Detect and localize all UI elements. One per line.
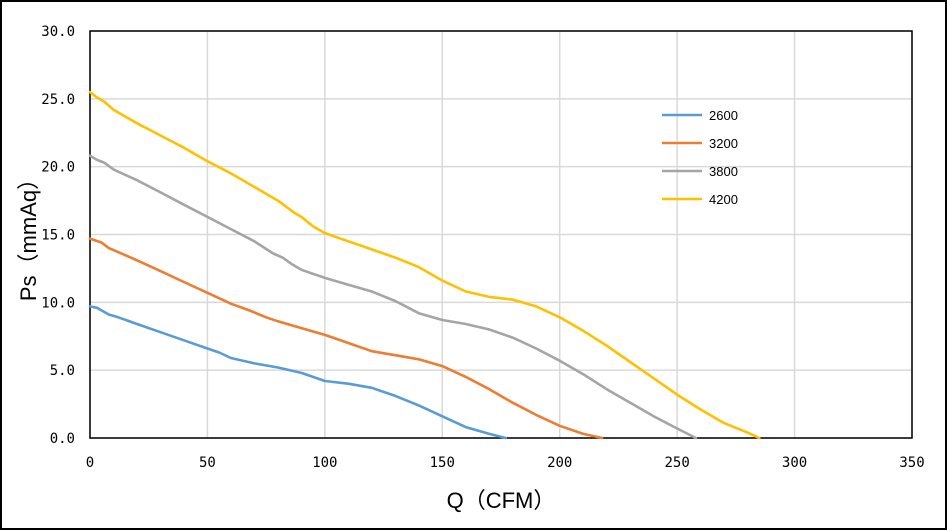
- legend: 2600 3200 3800 4200: [662, 108, 738, 207]
- x-tick-label: 0: [86, 455, 94, 471]
- x-tick-label: 350: [899, 455, 924, 471]
- x-tick-label: 50: [199, 455, 216, 471]
- x-tick-label: 250: [664, 455, 689, 471]
- y-tick-labels: 0.0 5.0 10.0 15.0 20.0 25.0 30.0: [41, 24, 75, 447]
- y-tick-label: 15.0: [41, 228, 75, 244]
- series-line-3800: [88, 154, 698, 440]
- x-tick-labels: 0 50 100 150 200 250 300 350: [86, 455, 925, 471]
- x-tick-label: 300: [782, 455, 807, 471]
- y-tick-label: 5.0: [50, 363, 75, 379]
- y-tick-label: 0.0: [50, 431, 75, 447]
- x-tick-label: 100: [312, 455, 337, 471]
- y-tick-label: 10.0: [41, 295, 75, 311]
- y-axis-title: Ps（mmAq）: [16, 168, 41, 301]
- series-lines: [88, 90, 761, 440]
- series-line-2600: [88, 305, 507, 440]
- y-tick-label: 30.0: [41, 24, 75, 40]
- grid-lines: [89, 30, 913, 439]
- x-tick-label: 200: [547, 455, 572, 471]
- y-tick-label: 20.0: [41, 160, 75, 176]
- x-axis-title: Q（CFM）: [447, 488, 556, 513]
- x-tick-label: 150: [430, 455, 455, 471]
- legend-label: 3200: [709, 136, 738, 151]
- legend-label: 3800: [709, 164, 738, 179]
- series-line-4200: [88, 90, 761, 440]
- series-line-3200: [88, 237, 604, 440]
- legend-label: 2600: [709, 108, 738, 123]
- y-tick-label: 25.0: [41, 92, 75, 108]
- legend-label: 4200: [709, 192, 738, 207]
